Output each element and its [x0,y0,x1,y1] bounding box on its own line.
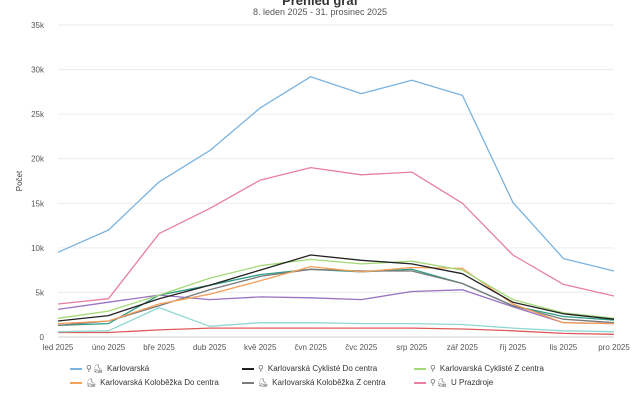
bicycle-icon: ⚲ [258,364,264,373]
series-line [57,254,615,322]
x-tick-label: srp 2025 [396,343,428,352]
legend-icons: ⚲ [258,364,264,373]
legend-swatch [70,381,82,384]
legend-label: Karlovarská Cyklisté Do centra [267,364,378,373]
bicycle-icon: ⚲ [430,378,436,387]
legend-icons: ⚲ ⛸ [430,378,447,387]
series-line [57,76,615,272]
series-line [57,258,615,319]
x-tick-label: říj 2025 [500,343,527,352]
legend-swatch [414,381,426,384]
scooter-icon: ⛸ [86,378,97,387]
legend-label: Karlovarská [107,364,150,373]
x-tick-label: led 2025 [43,343,74,352]
legend-icons: ⛸ [86,378,96,387]
legend-icons: ⛸ [258,378,268,387]
chart-legend: ⚲ ⛸ Karlovarská ⚲ Karlovarská Cyklisté Do ce… [70,364,610,387]
x-tick-label: pro 2025 [598,343,630,352]
y-tick-label: 30k [31,66,45,75]
x-tick-label: lis 2025 [550,343,578,352]
y-axis-label: Počet [15,170,24,191]
chart-subtitle: 8. leden 2025 - 31. prosinec 2025 [252,7,388,17]
bicycle-icon: ⚲ [86,364,92,373]
legend-label: Karlovarská Koloběžka Do centra [100,378,219,387]
line-chart: 0 5k 10k 15k 20k 25k 30k 35k Počet led 2025 úno 20… [15,21,630,352]
bicycle-icon: ⚲ [430,364,436,373]
y-tick-label: 0 [40,333,45,342]
legend-swatch [242,381,254,384]
scooter-icon: ⛸ [92,364,104,373]
legend-label: Karlovarská Cyklisté Z centra [439,364,544,373]
scooter-icon: ⛸ [258,378,269,387]
legend-item[interactable]: ⚲ ⛸ Karlovarská [70,364,242,373]
x-tick-label: úno 2025 [92,343,126,352]
x-tick-label: čvn 2025 [294,343,327,352]
series-line [57,265,615,325]
legend-item[interactable]: ⚲ ⛸ U Prazdroje [414,378,594,387]
legend-swatch [242,367,254,370]
legend-item[interactable]: ⚲ Karlovarská Cyklisté Z centra [414,364,594,373]
legend-item[interactable]: ⚲ Karlovarská Cyklisté Do centra [242,364,414,373]
y-tick-label: 15k [31,199,45,208]
series-line [57,306,615,333]
y-tick-label: 20k [31,155,45,164]
series-line [57,166,615,305]
y-tick-label: 35k [31,21,45,30]
x-tick-label: čvc 2025 [345,343,378,352]
y-tick-label: 25k [31,110,45,119]
legend-icons: ⚲ [430,364,436,373]
legend-label: Karlovarská Koloběžka Z centra [272,378,386,387]
x-tick-label: zář 2025 [447,343,479,352]
x-tick-label: kvě 2025 [244,343,277,352]
y-tick-label: 5k [36,288,45,297]
series-line [57,268,615,327]
legend-item[interactable]: ⛸ Karlovarská Koloběžka Z centra [242,378,414,387]
series-line [57,289,615,325]
legend-swatch [414,367,426,370]
legend-item[interactable]: ⛸ Karlovarská Koloběžka Do centra [70,378,242,387]
chart-title: Přehled graf [282,0,358,8]
legend-icons: ⚲ ⛸ [86,364,103,373]
legend-label: U Prazdroje [451,378,494,387]
series-line [58,327,615,335]
legend-swatch [70,367,82,370]
x-tick-label: dub 2025 [193,343,227,352]
scooter-icon: ⛸ [436,378,448,387]
y-tick-label: 10k [31,244,45,253]
x-tick-label: bře 2025 [143,343,175,352]
